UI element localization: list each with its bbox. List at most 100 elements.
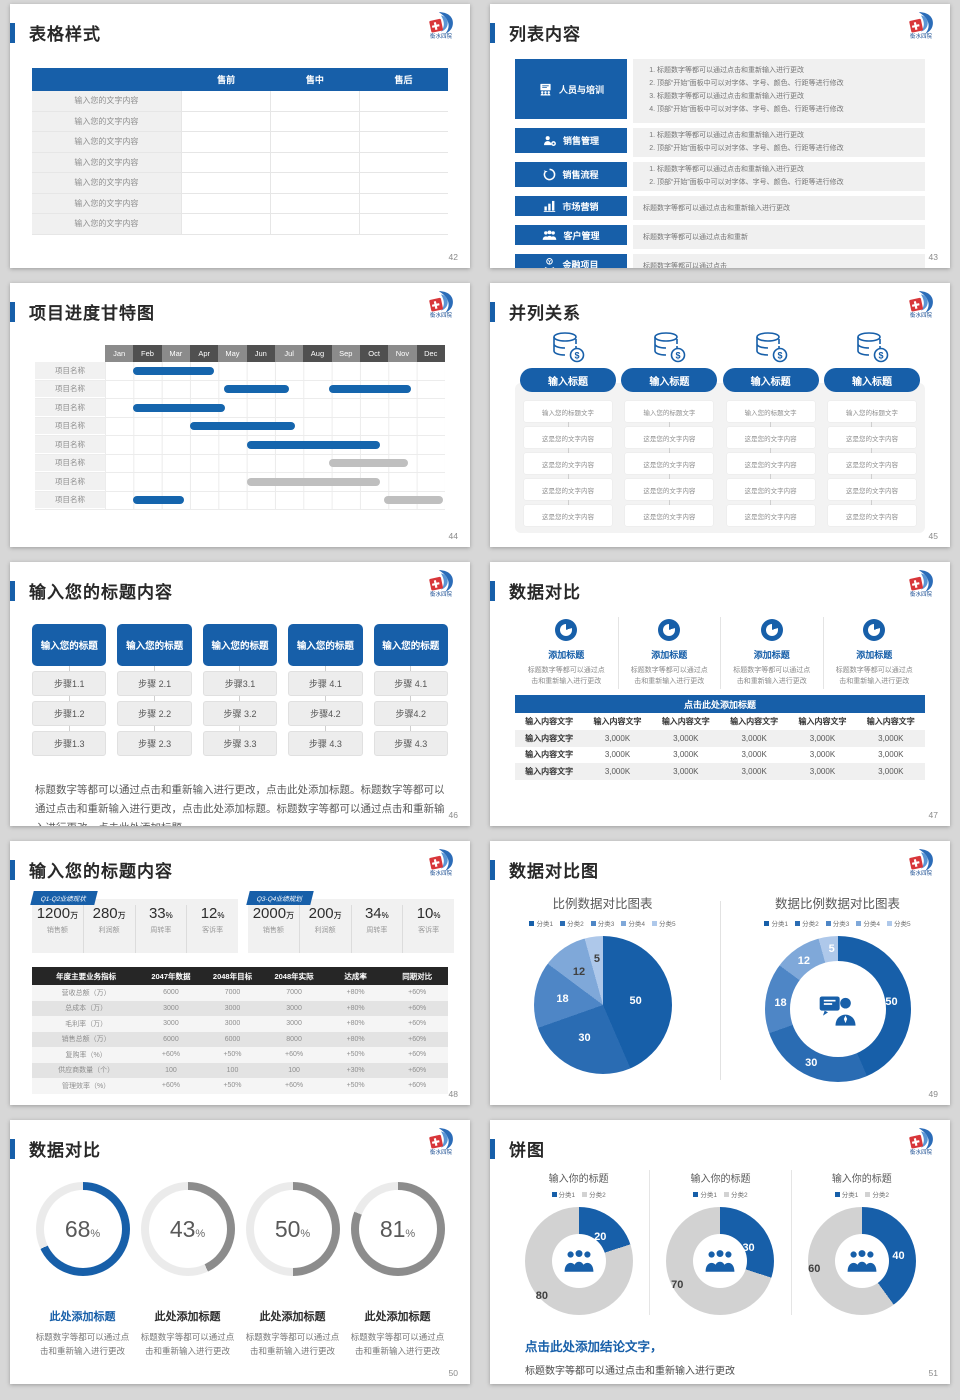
gantt-row: 项目名称 [35, 473, 445, 492]
logo-text: 衡水四院 [909, 871, 932, 877]
donut-chart[interactable]: 40 60 [807, 1207, 916, 1315]
table-row: 输入内容文字 3,000K 3,000K 3,000K 3,000K 3,000K [515, 730, 925, 747]
column-title-pill[interactable]: 输入标题 [621, 368, 718, 392]
svg-text:$: $ [777, 351, 782, 361]
gantt-bar[interactable] [224, 385, 290, 394]
accent-bar [10, 301, 15, 322]
logo-swirl-icon [429, 12, 453, 34]
column-title-pill[interactable]: 输入标题 [722, 368, 819, 392]
step-box: 步骤1.2 [32, 701, 107, 726]
logo-text: 衡水四院 [909, 1150, 932, 1156]
gantt-bar[interactable] [246, 440, 380, 449]
step-header[interactable]: 输入您的标题 [117, 624, 192, 666]
step-box: 步骤1.3 [32, 731, 107, 756]
donut-chart[interactable]: 20 80 [524, 1207, 633, 1315]
slide-49-charts[interactable]: 数据对比图 衡水四院 比例数据对比图表 分类1 分类2 分类3 分类4 分类5 … [490, 841, 950, 1105]
category-sales-process[interactable]: 销售流程 [515, 162, 627, 187]
parallel-column: $ 输入标题 输入您的标题文字 这是您的文字内容 这是您的文字内容 这是您的文字… [520, 331, 616, 526]
donut-chart-block: 数据比例数据对比图表 分类1 分类2 分类3 分类4 分类5 50 30 18 … [735, 893, 940, 1082]
slide-44-gantt[interactable]: 项目进度甘特图 衡水四院 Jan Feb Mar Apr May Jun Jul… [10, 283, 470, 547]
slide-45-parallel[interactable]: 并列关系 衡水四院 $ 输入标题 输入您的标题文字 这是您的文字内容 这是您的文… [490, 283, 950, 547]
pie-chart[interactable]: 50 30 18 12 5 [533, 936, 672, 1074]
table-title-bar[interactable]: 点击此处添加标题 [515, 695, 925, 713]
gantt-bar[interactable] [133, 403, 226, 412]
slide-46-steps[interactable]: 输入您的标题内容 衡水四院 输入您的标题 步骤1.1 步骤1.2 步骤1.3 输… [10, 562, 470, 826]
gantt-bar[interactable] [133, 366, 215, 375]
chart-title: 输入你的标题 [548, 1174, 609, 1185]
slide-43-list-content[interactable]: 列表内容 衡水四院 人员与培训 标题数字等都可以通过点击和重新输入进行更改 顶部… [490, 4, 950, 268]
slide-51-pie[interactable]: 饼图 衡水四院 输入你的标题 分类1 分类2 20 80 [490, 1120, 950, 1384]
bar-chart-icon [544, 200, 556, 212]
chart-title: 输入你的标题 [831, 1174, 892, 1185]
month-label: Feb [133, 345, 162, 362]
table-row: 复购率（%） +60% +50% +60% +50% +60% [32, 1047, 448, 1063]
col-header: 售前 [217, 75, 236, 85]
kpi-stat: 10% 客诉率 [402, 905, 454, 953]
month-label: Jan [105, 345, 134, 362]
hospital-logo-icon: 衡水四院 [904, 12, 938, 40]
category-training[interactable]: 人员与培训 [515, 59, 627, 119]
column-title-pill[interactable]: 输入标题 [823, 368, 920, 392]
table-row: 营收总额（万） 6000 7000 7000 +80% +60% [32, 985, 448, 1001]
hospital-logo-icon: 衡水四院 [424, 570, 458, 598]
category-finance[interactable]: 金融项目 [515, 254, 627, 268]
slide-50-progress[interactable]: 数据对比 衡水四院 68% 43% 50% 81% 此处添加标题 标题数字等都可以… [10, 1120, 470, 1384]
category-sales-mgmt[interactable]: 销售管理 [515, 128, 627, 153]
logo-text: 衡水四院 [909, 592, 932, 598]
accent-bar [10, 1138, 15, 1159]
donut-chart[interactable]: 50 30 18 12 5 [764, 936, 911, 1082]
donut-block: 输入你的标题 分类1 分类2 40 60 [790, 1170, 932, 1315]
page-title: 输入您的标题内容 [29, 583, 173, 602]
month-label: Dec [416, 345, 445, 362]
progress-ring: 50% [245, 1182, 340, 1276]
page-number: 43 [928, 252, 938, 262]
step-box: 步骤4.2 [373, 701, 448, 726]
step-header[interactable]: 输入您的标题 [202, 624, 278, 666]
chart-legend: 分类1 分类2 [508, 1189, 649, 1199]
gantt-bar[interactable] [133, 496, 185, 505]
donut-chart[interactable]: 30 70 [666, 1207, 775, 1315]
table-header-row: 售前 售中 售后 [32, 68, 448, 91]
table-header-row: 年度主要业务指标 2047年数据 2048年目标 2048年实际 达成率 同期对比 [32, 967, 448, 985]
table-row: 输入您的文字内容 [32, 152, 448, 173]
caption-block: 此处添加标题 标题数字等都可以通过点 击和重新输入进行更改 [140, 1311, 235, 1357]
category-customer-mgmt[interactable]: 客户管理 [515, 225, 627, 245]
month-label: Apr [189, 345, 219, 362]
gantt-bar[interactable] [383, 496, 444, 505]
category-marketing[interactable]: 市场营销 [515, 196, 627, 216]
slide-42-table-style[interactable]: 表格样式 衡水四院 售前 售中 售后 输入您的文字内容 输入您的文字内容 输入您… [10, 4, 470, 268]
column-title-pill[interactable]: 输入标题 [520, 368, 616, 392]
category-label: 金融项目 [562, 259, 599, 269]
gantt-bar[interactable] [246, 477, 380, 486]
slide-47-data-compare[interactable]: 数据对比 衡水四院 添加标题 标题数字等都可以通过点 击和重新输入进行更改 添加标… [490, 562, 950, 826]
annual-metrics-table: 年度主要业务指标 2047年数据 2048年目标 2048年实际 达成率 同期对比 营收总… [32, 967, 448, 1094]
gantt-bar[interactable] [190, 422, 295, 431]
parallel-column: $ 输入标题 输入您的标题文字 这是您的文字内容 这是您的文字内容 这是您的文字… [823, 331, 920, 526]
svg-text:$: $ [676, 351, 681, 361]
column-row: 这是您的文字内容 [524, 427, 612, 448]
conclusion-text: 标题数字等都可以通过点击和重新输入进行更改 [525, 1366, 735, 1377]
column-row: 这是您的文字内容 [625, 453, 714, 474]
column-row: 输入您的标题文字 [625, 401, 714, 422]
table-row: 输入内容文字 3,000K 3,000K 3,000K 3,000K 3,000K [525, 750, 904, 760]
category-label: 人员与培训 [558, 84, 604, 95]
month-label: Oct [359, 345, 389, 362]
pie-chart-block: 比例数据对比图表 分类1 分类2 分类3 分类4 分类5 50 30 18 12… [500, 893, 705, 1074]
people-group-icon [543, 229, 557, 240]
sales-phase-table: 售前 售中 售后 输入您的文字内容 输入您的文字内容 输入您的文字内容 输入您的… [32, 68, 448, 235]
caption-block: 此处添加标题 标题数字等都可以通过点 击和重新输入进行更改 [35, 1311, 130, 1357]
accent-bar [10, 22, 15, 43]
page-number: 48 [448, 1089, 458, 1099]
step-box: 步骤 4.1 [288, 671, 363, 696]
step-header[interactable]: 输入您的标题 [373, 624, 448, 666]
feature: 添加标题 标题数字等都可以通过点 击和重新输入进行更改 [617, 617, 721, 690]
data-label: 30 [805, 1057, 818, 1070]
category-description: 标题数字等都可以通过点击和重新 [633, 225, 925, 249]
month-label: Sep [331, 345, 360, 362]
slide-48-kpi[interactable]: 输入您的标题内容 衡水四院 Q1-Q2业绩现状 1200万 销售额 280万 利润额… [10, 841, 470, 1105]
step-header[interactable]: 输入您的标题 [32, 624, 107, 666]
donut-row: 输入你的标题 分类1 分类2 20 80 输入你的标题 分类1 分类2 [508, 1170, 932, 1315]
gantt-bar[interactable] [328, 459, 409, 468]
gantt-bar[interactable] [328, 385, 411, 394]
step-header[interactable]: 输入您的标题 [288, 624, 363, 666]
